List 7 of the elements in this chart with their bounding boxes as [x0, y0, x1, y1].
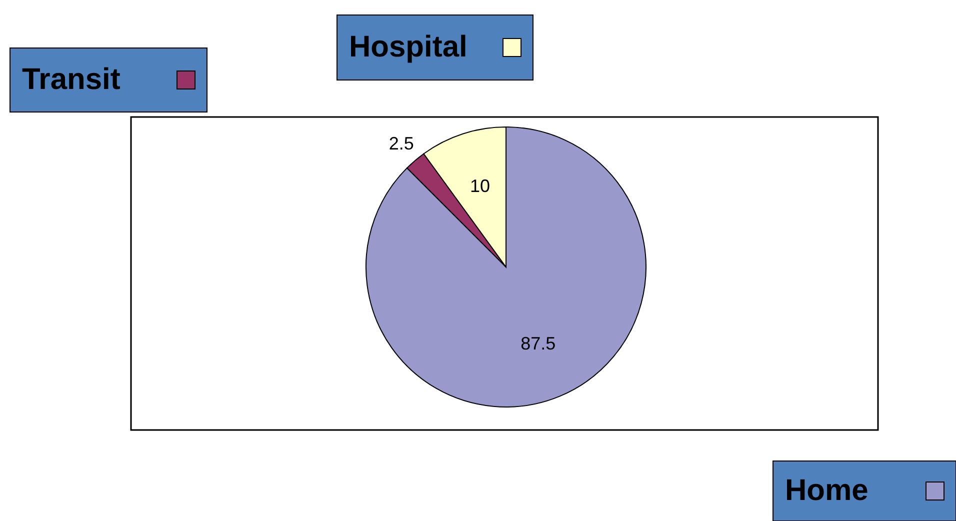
- data-label: 87.5: [520, 334, 556, 354]
- legend-label: Home: [785, 474, 868, 507]
- legend-label: Hospital: [349, 30, 468, 64]
- data-label: 10: [470, 176, 490, 196]
- legend-label: Transit: [22, 63, 120, 96]
- pie-slice: [366, 126, 646, 408]
- data-label: 2.5: [388, 134, 414, 154]
